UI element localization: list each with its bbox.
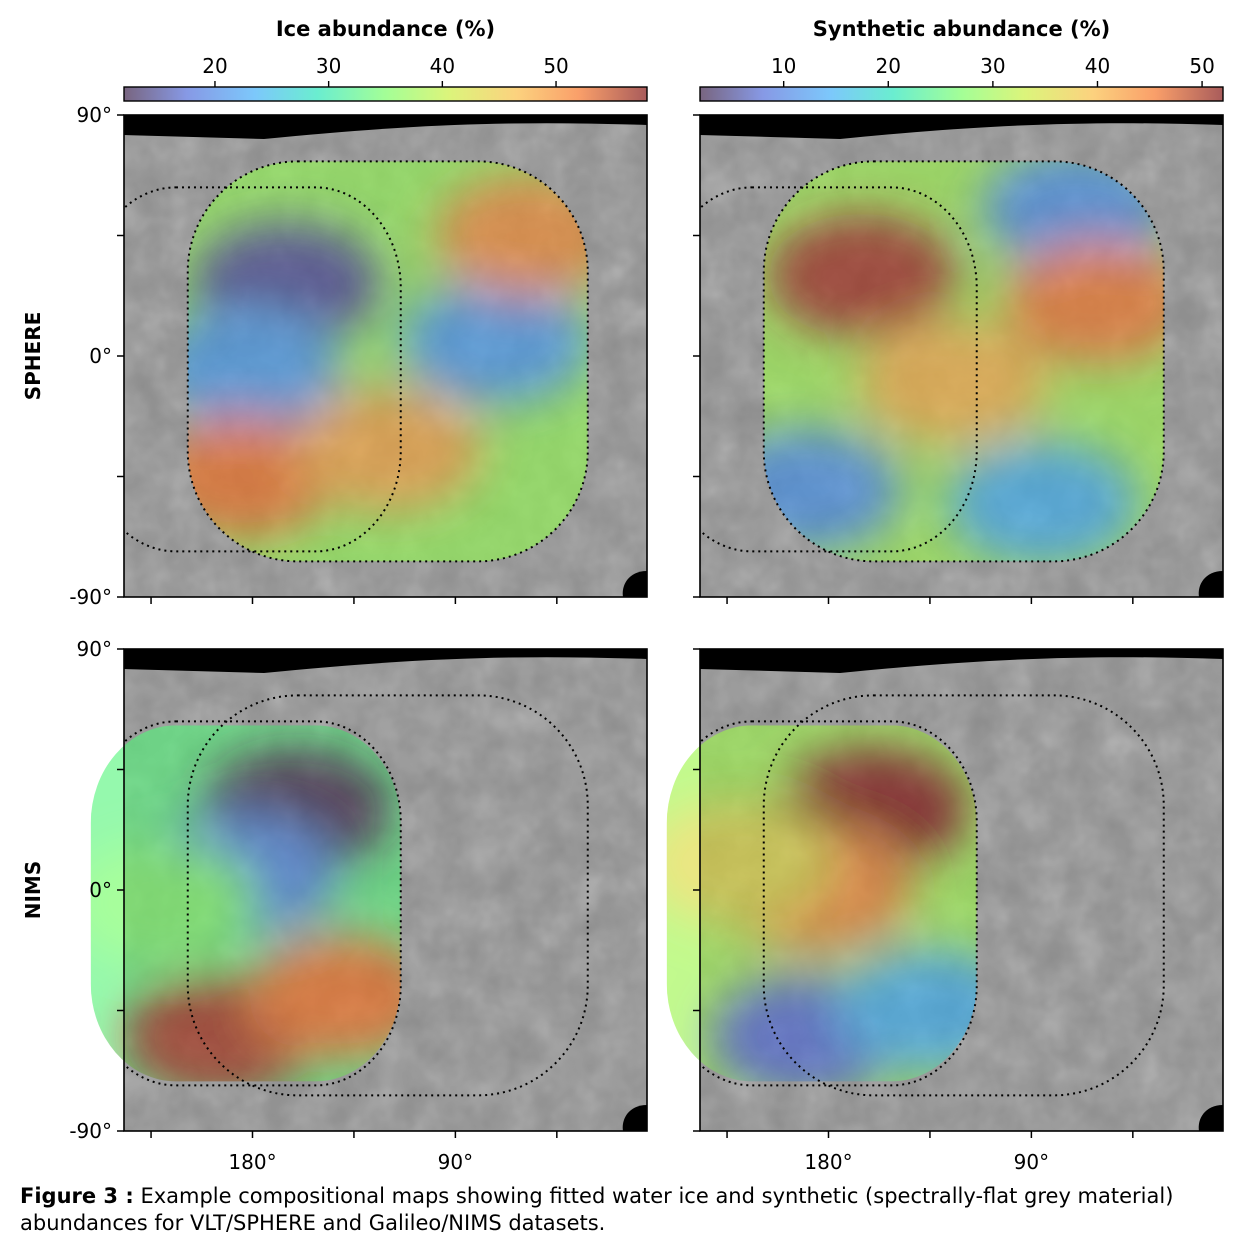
abundance-overlay [90,725,401,1082]
abundance-blob-1 [767,213,958,338]
y-tick-label: -90° [69,1119,112,1143]
no-data-region-north [124,649,647,673]
abundance-blob-3 [763,427,901,552]
y-tick-label: 0° [89,878,112,902]
panel-1: 90° 0° -90° SPHERE [21,103,648,609]
panel-3: 90° 0° -90° 180° 90° NIMS [21,637,648,1174]
colorbar-label: Ice abundance (%) [276,17,495,41]
colorbar-frame [699,86,1224,102]
colorbar-tick-label: 20 [876,54,901,78]
no-data-region-north [124,115,647,139]
abundance-overlay [666,725,977,1082]
colorbar-gradient [124,87,647,101]
colorbar-tick-label: 20 [202,54,227,78]
colorbar-tick-label: 30 [316,54,341,78]
x-tick-label: 180° [804,1150,852,1174]
y-tick-label: 90° [77,103,112,127]
abundance-blob-5 [666,801,834,926]
panel-2 [693,114,1224,604]
colorbar-tick-label: 50 [543,54,568,78]
y-tick-label: -90° [69,585,112,609]
coverage-outline-2 [700,720,978,1087]
abundance-blob-2 [857,320,1048,445]
row-label: NIMS [21,861,45,920]
colorbar-tick-label: 30 [980,54,1005,78]
no-data-region-south [622,571,647,597]
colorbar-frame [123,86,648,102]
colorbar-gradient [700,87,1223,101]
coverage-outline-1 [762,160,1165,563]
colorbar-tick-label: 40 [1085,54,1110,78]
no-data-region-north [700,115,1223,139]
coverage-outline-1 [762,694,1165,1097]
coverage-outline-2 [124,186,402,553]
no-data-region-north [700,649,1223,673]
x-tick-label: 90° [1014,1150,1049,1174]
no-data-region-south [622,1105,647,1131]
abundance-blob-2 [187,307,341,432]
abundance-blob-3 [400,280,588,405]
abundance-blob-6 [1004,240,1164,365]
abundance-blob-5 [90,841,258,966]
caption-label: Figure 3 : [20,1184,134,1208]
no-data-region-south [1198,1105,1223,1131]
figure-canvas: 90° 0° -90° SPHERE 20 30 40 50 Ice abundance (%)… [21,17,1224,1174]
y-tick-label: 90° [77,637,112,661]
abundance-blob-4 [947,441,1138,562]
abundance-overlay [763,161,1164,562]
y-tick-label: 0° [89,344,112,368]
x-tick-label: 90° [438,1150,473,1174]
colorbar-tick-label: 40 [430,54,455,78]
abundance-blob-4 [834,948,977,1073]
abundance-blob-4 [247,935,401,1060]
coverage-outline-1 [186,694,589,1097]
coverage-outline-1 [186,160,589,563]
abundance-blob-5 [292,387,483,512]
abundance-overlay [187,161,588,562]
no-data-region-south [1198,571,1223,597]
x-tick-label: 180° [228,1150,276,1174]
colorbar-tick-label: 50 [1189,54,1214,78]
panel-4: 180° 90° [666,648,1224,1174]
caption-text: Example compositional maps showing fitte… [20,1184,1174,1235]
colorbar-label: Synthetic abundance (%) [813,17,1111,41]
colorbar: 10 20 30 40 50 Synthetic abundance (%) [699,17,1224,102]
colorbar-tick-label: 10 [771,54,796,78]
coverage-outline-2 [700,186,978,553]
row-label: SPHERE [21,312,45,401]
coverage-outline-2 [124,720,402,1087]
colorbar: 20 30 40 50 Ice abundance (%) [123,17,648,102]
figure-caption: Figure 3 : Example compositional maps sh… [20,1183,1225,1237]
